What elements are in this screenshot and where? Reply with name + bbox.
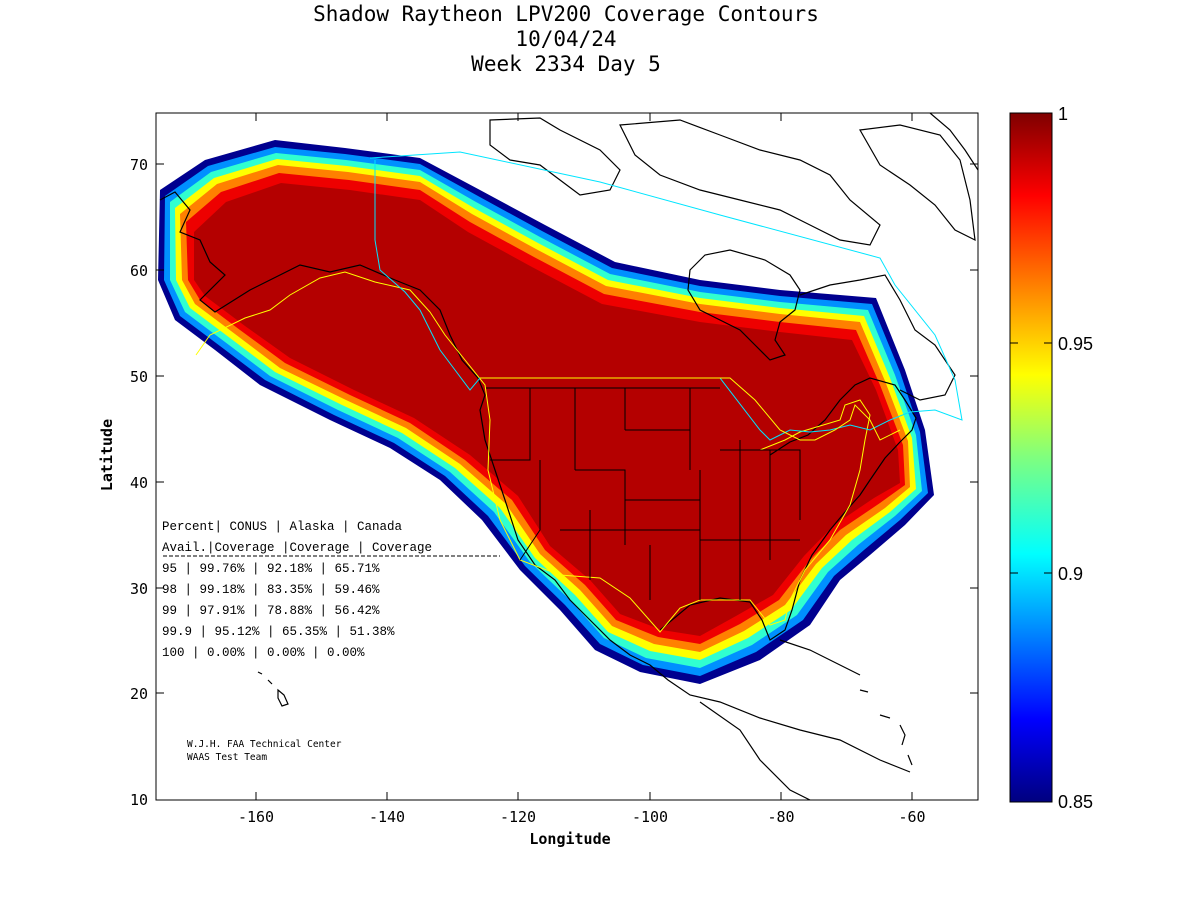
x-tick-label: -140 — [369, 808, 405, 826]
hawaii — [257, 671, 289, 707]
y-tick-label: 20 — [130, 685, 148, 703]
canada-boundary — [369, 151, 963, 441]
x-axis-label: Longitude — [529, 830, 610, 848]
coverage-table: Percent| CONUS | Alaska | Canada Avail.|… — [162, 520, 500, 660]
x-tick-label: -100 — [632, 808, 668, 826]
table-row: 95 | 99.76% | 92.18% | 65.71% — [162, 562, 380, 576]
hudson-bay — [687, 249, 801, 361]
colorbar — [1009, 112, 1053, 803]
y-tick-label: 30 — [130, 580, 148, 598]
land-outlines — [159, 113, 978, 800]
caribbean-islands — [859, 689, 913, 766]
coverage-contours — [158, 140, 934, 684]
table-row: 99.9 | 95.12% | 65.35% | 51.38% — [162, 625, 395, 639]
table-row: 100 | 0.00% | 0.00% | 0.00% — [162, 646, 365, 660]
y-tick-label: 50 — [130, 368, 148, 386]
chart-date: 10/04/24 — [515, 27, 617, 51]
chart-title: Shadow Raytheon LPV200 Coverage Contours — [313, 2, 819, 26]
x-tick-label: -80 — [767, 808, 794, 826]
alaska-boundary — [195, 271, 871, 633]
colorbar-tick-label: 0.85 — [1058, 792, 1093, 812]
colorbar-tick-label: 0.9 — [1058, 564, 1083, 584]
north-america-coastline — [159, 191, 911, 773]
x-tick-label: -120 — [500, 808, 536, 826]
y-tick-label: 70 — [130, 156, 148, 174]
gulf-coast — [659, 377, 917, 641]
table-header-row2: Avail.|Coverage |Coverage | Coverage — [162, 541, 432, 555]
colorbar-tick-label: 0.95 — [1058, 334, 1093, 354]
y-tick-label: 60 — [130, 262, 148, 280]
greenland-edge — [929, 113, 978, 171]
x-tick-label: -60 — [898, 808, 925, 826]
state-borders — [486, 387, 801, 600]
chart-week-day: Week 2334 Day 5 — [471, 52, 661, 76]
arctic-islands-2 — [619, 119, 881, 246]
cuba — [779, 639, 861, 676]
mexico-central-america — [699, 701, 811, 800]
arctic-islands-3 — [859, 124, 976, 242]
table-row: 99 | 97.91% | 78.88% | 56.42% — [162, 604, 380, 618]
credit-line: W.J.H. FAA Technical Center — [187, 739, 342, 750]
y-axis-label: Latitude — [98, 419, 116, 491]
colorbar-ticks — [1010, 342, 1052, 574]
coverage-band-100 — [194, 183, 900, 636]
labrador-coast — [799, 274, 956, 401]
table-header-row1: Percent| CONUS | Alaska | Canada — [162, 520, 403, 534]
service-boundaries — [195, 151, 963, 633]
conus-boundary — [480, 377, 901, 441]
y-tick-label: 10 — [130, 791, 148, 809]
table-row: 98 | 99.18% | 83.35% | 59.46% — [162, 583, 380, 597]
axis-ticks — [156, 113, 978, 800]
y-tick-label: 40 — [130, 474, 148, 492]
colorbar-tick-label: 1 — [1058, 104, 1068, 124]
credit-line: WAAS Test Team — [187, 752, 267, 763]
arctic-islands-1 — [489, 117, 621, 196]
x-tick-label: -160 — [238, 808, 274, 826]
